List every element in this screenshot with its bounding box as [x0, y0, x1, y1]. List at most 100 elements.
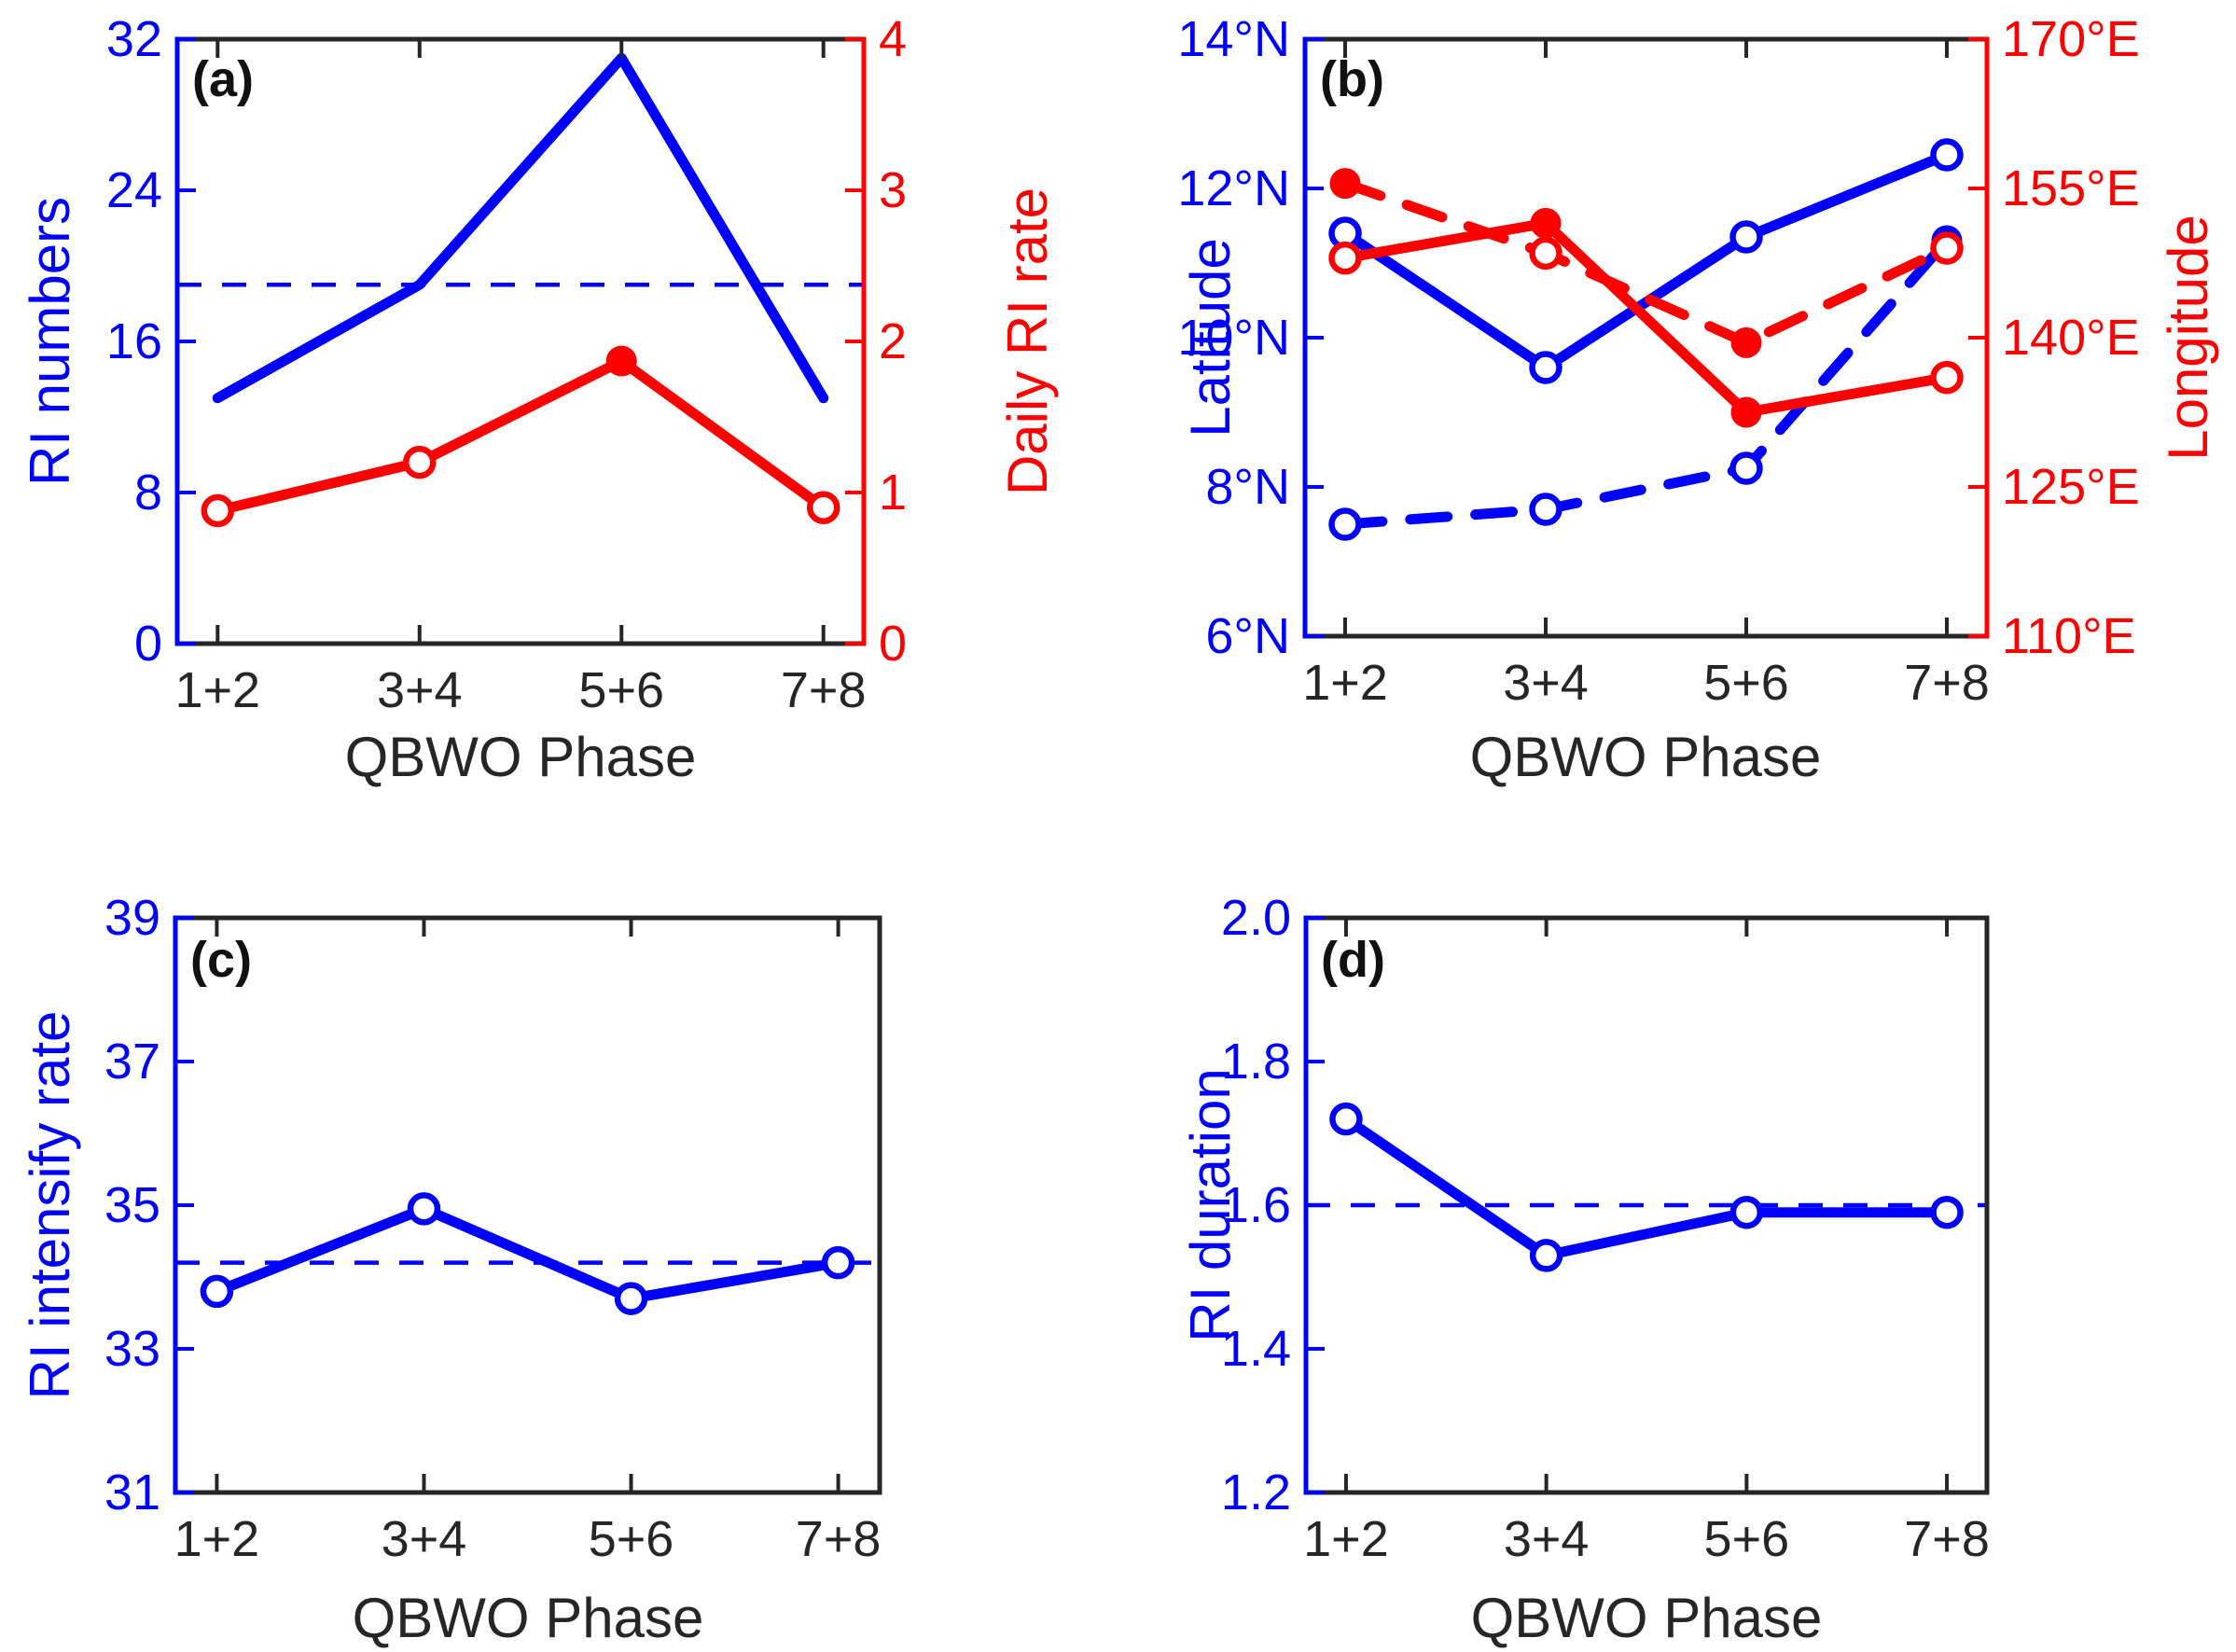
y-axis-tick-label: 3 [879, 162, 907, 218]
x-axis-tick-label: 5+6 [578, 662, 664, 718]
y-axis-tick-label: 39 [104, 890, 160, 946]
y-axis-tick-label: 140°E [2002, 310, 2140, 366]
series-line-ri-numbers [212, 52, 829, 404]
y-axis-tick-label: 32 [106, 11, 162, 67]
panel-a-letter: (a) [192, 51, 254, 107]
series-line-longitude-dashed [1340, 178, 1952, 348]
x-axis-tick-label: 7+8 [781, 662, 867, 718]
y-axis-tick-label: 33 [104, 1321, 160, 1377]
y-axis-tick-label: 4 [879, 11, 907, 67]
x-axis-tick-label: 7+8 [1904, 1511, 1990, 1567]
data-point-marker [1730, 396, 1762, 428]
y-axis-tick-label: 35 [104, 1177, 160, 1233]
x-axis-tick-label: 1+2 [1303, 1511, 1389, 1567]
x-axis-tick-label: 1+2 [1302, 655, 1388, 711]
x-axis-tick-label: 3+4 [382, 1511, 467, 1567]
data-point-marker [407, 1192, 441, 1226]
series-line-ri-duration [1340, 1114, 1952, 1261]
y-axis-tick-label: 10°N [1177, 310, 1290, 366]
data-point-marker [1529, 351, 1562, 384]
data-point-marker [1730, 326, 1762, 358]
data-point-marker [200, 1274, 234, 1309]
data-point-marker [1529, 1239, 1563, 1272]
y-axis-tick-label: 170°E [2002, 11, 2140, 67]
data-point-marker [1529, 236, 1562, 271]
panel-d-letter: (d) [1321, 932, 1385, 988]
panel-b: 6°N 8°N 10°N 12°N 14°N 110°E 125°E 140°E 155°E 17… [1118, 0, 2236, 826]
panel-d: 1.2 1.4 1.6 1.8 2.0 1+2 3+4 5+6 7+8 (d) RI durat… [1118, 826, 2236, 1652]
panel-d-left-axis-title: RI duration [1179, 1068, 1242, 1342]
data-point-marker [1930, 231, 1964, 265]
panel-a-plot-canvas: 0 8 16 24 32 0 1 2 3 4 1+2 3+4 5+6 7+8 [106, 11, 907, 718]
y-axis-tick-label: 8 [134, 465, 162, 521]
panel-a-x-axis-title: QBWO Phase [344, 726, 697, 788]
data-point-marker [1930, 360, 1964, 395]
x-axis-tick-label: 3+4 [377, 662, 463, 718]
y-axis-tick-label: 16 [106, 313, 162, 369]
y-axis-tick-label: 6°N [1205, 608, 1290, 664]
data-point-marker [1529, 493, 1562, 526]
y-axis-tick-label: 31 [104, 1465, 160, 1520]
x-axis-tick-label: 3+4 [1503, 655, 1589, 711]
series-line-latitude-solid [1340, 149, 1952, 373]
x-axis-tick-label: 5+6 [589, 1511, 674, 1567]
panel-b-right-axis-title: Longitude [2157, 215, 2219, 461]
y-axis-tick-label: 155°E [2002, 160, 2140, 216]
panel-c-letter: (c) [190, 932, 252, 988]
y-axis-tick-label: 24 [106, 162, 162, 218]
y-axis-tick-label: 110°E [2002, 608, 2136, 664]
y-axis-tick-label: 2.0 [1221, 890, 1291, 946]
panel-b-letter: (b) [1320, 51, 1384, 107]
panel-a-right-axis-title: Daily RI rate [996, 187, 1059, 496]
x-axis-tick-label: 5+6 [1704, 1511, 1790, 1567]
data-point-marker [201, 493, 235, 528]
data-point-marker [1729, 220, 1763, 254]
y-axis-tick-label: 0 [879, 616, 907, 672]
data-point-marker [605, 345, 637, 377]
panel-a-left-axis-title: RI numbers [19, 196, 81, 487]
y-axis-tick-label: 8°N [1205, 459, 1290, 515]
x-axis-tick-label: 1+2 [174, 1511, 260, 1567]
panel-d-x-axis-title: QBWO Phase [1470, 1587, 1823, 1649]
y-axis-tick-label: 1.4 [1221, 1321, 1291, 1377]
y-axis-tick-label: 14°N [1177, 11, 1290, 67]
data-point-marker [614, 1282, 648, 1315]
series-line-daily-ri-rate [212, 355, 829, 516]
data-point-marker [806, 491, 840, 524]
data-point-marker [821, 1245, 855, 1280]
panel-b-plot-canvas: 6°N 8°N 10°N 12°N 14°N 110°E 125°E 140°E 155°E 17… [1177, 11, 2140, 711]
y-axis-tick-label: 1.8 [1221, 1034, 1291, 1090]
panel-b-left-axis-title: Latitude [1179, 238, 1242, 437]
y-axis-tick-label: 37 [104, 1034, 160, 1090]
x-axis-tick-label: 1+2 [174, 662, 260, 718]
panel-a: 0 8 16 24 32 0 1 2 3 4 1+2 3+4 5+6 7+8 (a) RI numbers… [0, 0, 1118, 826]
y-axis-tick-label: 1.6 [1221, 1177, 1291, 1233]
data-point-marker [1930, 138, 1964, 172]
y-axis-tick-label: 0 [134, 616, 162, 672]
data-point-marker [1530, 207, 1562, 239]
data-point-marker [1729, 1195, 1764, 1229]
y-axis-tick-label: 2 [879, 313, 907, 369]
panel-b-x-axis-title: QBWO Phase [1469, 726, 1822, 788]
y-axis-tick-label: 1.2 [1221, 1465, 1291, 1520]
panel-d-plot-canvas: 1.2 1.4 1.6 1.8 2.0 1+2 3+4 5+6 7+8 [1221, 890, 1990, 1567]
data-point-marker [1930, 1195, 1964, 1229]
panel-c-x-axis-title: QBWO Phase [352, 1587, 704, 1649]
y-axis-tick-label: 125°E [2002, 459, 2140, 515]
x-axis-tick-label: 5+6 [1703, 655, 1789, 711]
panel-c: 31 33 35 37 39 1+2 3+4 5+6 7+8 (c) RI intensify … [0, 826, 1118, 1652]
panel-c-plot-canvas: 31 33 35 37 39 1+2 3+4 5+6 7+8 [104, 890, 882, 1567]
data-point-marker [403, 445, 437, 479]
data-point-marker [1328, 241, 1362, 275]
y-axis-tick-label: 1 [879, 465, 907, 521]
data-point-marker [1729, 451, 1763, 485]
x-axis-tick-label: 7+8 [796, 1511, 882, 1567]
y-axis-tick-label: 12°N [1177, 160, 1290, 216]
series-line-longitude-solid [1340, 217, 1952, 418]
panel-c-left-axis-title: RI intensify rate [19, 1010, 81, 1400]
data-point-marker [1329, 168, 1361, 200]
data-point-marker [1329, 1102, 1363, 1136]
data-point-marker [1328, 507, 1362, 541]
series-line-latitude-dashed [1340, 235, 1952, 530]
